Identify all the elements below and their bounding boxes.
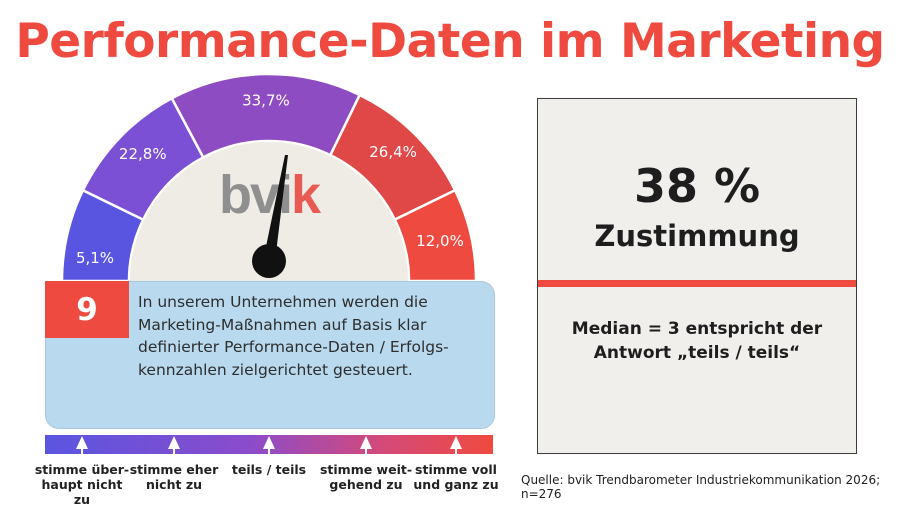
question-text: In unserem Unternehmen werden die Market… (138, 293, 449, 379)
scale-marker (168, 436, 180, 449)
scale-marker (360, 436, 372, 449)
agreement-label: Zustimmung (594, 219, 800, 253)
summary-divider (538, 280, 856, 287)
gauge-value-label: 22,8% (119, 145, 167, 163)
scale-label-2: stimme eher nicht zu (129, 462, 219, 492)
gauge-value-label: 5,1% (76, 249, 114, 267)
needle-hub (252, 244, 286, 278)
logo-red-part: k (291, 165, 322, 225)
scale-marker (450, 436, 462, 449)
scale-label-5: stimme voll und ganz zu (413, 462, 499, 492)
summary-card: 38 % Zustimmung Median = 3 entspricht de… (537, 98, 857, 454)
scale-label-3: teils / teils (231, 462, 307, 477)
gauge-needle (263, 155, 288, 261)
gauge-value-label: 33,7% (242, 92, 290, 110)
scale-marker (263, 436, 275, 449)
scale-label-4: stimme weit- gehend zu (319, 462, 413, 492)
scale-label-1: stimme über- haupt nicht zu (34, 462, 130, 507)
gauge-value-label: 12,0% (416, 232, 464, 250)
page-title: Performance-Daten im Marketing (15, 14, 885, 69)
scale-marker (76, 436, 88, 449)
gauge-value-label: 26,4% (369, 143, 417, 161)
question-number-badge: 9 (45, 281, 129, 338)
bvik-logo: bvik (219, 165, 322, 225)
agreement-percent: 38 % (633, 159, 761, 213)
source-note: Quelle: bvik Trendbarometer Industriekom… (521, 473, 881, 501)
median-text: Median = 3 entspricht der Antwort „teils… (571, 319, 823, 363)
gauge-inner-disc (130, 142, 408, 281)
